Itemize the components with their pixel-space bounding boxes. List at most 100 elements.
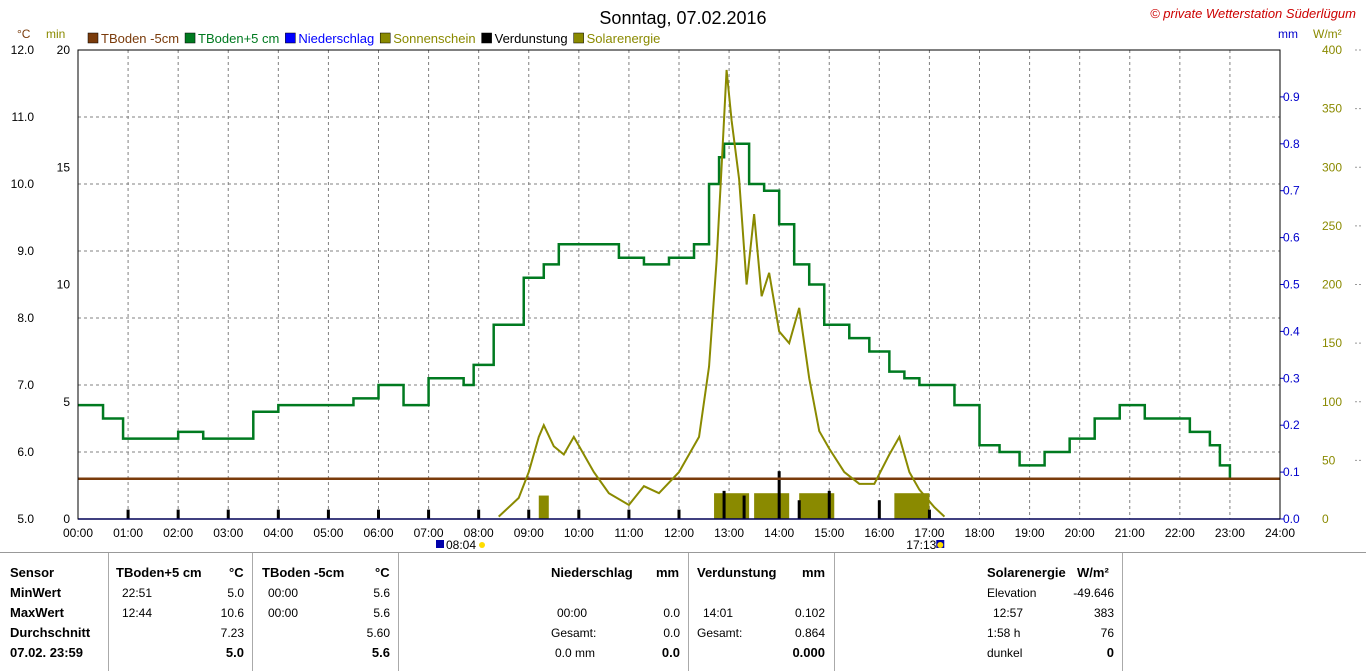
evaporation-bar-15: [797, 500, 801, 519]
x-tick-2: 02:00: [163, 526, 193, 540]
sunshine-bar-0: [538, 495, 549, 519]
sun-tick-0: 0: [63, 512, 70, 526]
sun-tick-3: 15: [57, 160, 71, 174]
legend-label-1: TBoden+5 cm: [198, 31, 279, 46]
tbm5-max-time: 00:00: [268, 606, 299, 620]
evaporation-bar-6: [427, 509, 431, 519]
legend-swatch-3: [379, 32, 391, 44]
precip-tick-2: 0.2: [1283, 418, 1300, 432]
temp-tick-0: 5.0: [17, 512, 34, 526]
nied-current-label: 0.0 mm: [555, 646, 596, 660]
nied-max-time: 00:00: [557, 606, 588, 620]
x-tick-3: 03:00: [213, 526, 243, 540]
x-tick-12: 12:00: [664, 526, 694, 540]
solar-elev-label: Elevation: [987, 586, 1037, 600]
solar-tick-3: 150: [1322, 336, 1342, 350]
sunrise-icon: [436, 540, 445, 548]
x-tick-20: 20:00: [1065, 526, 1095, 540]
sun-tick-1: 5: [63, 395, 70, 409]
solar-tick-7: 350: [1322, 102, 1342, 116]
evaporation-bar-14: [777, 471, 781, 519]
tbm5-unit: °C: [375, 565, 390, 580]
x-tick-9: 09:00: [514, 526, 544, 540]
solar-tick-8: 400: [1322, 43, 1342, 57]
evaporation-bar-1: [176, 509, 180, 519]
credit-label: © private Wetterstation Süderlügum: [1150, 6, 1356, 21]
evaporation-bar-4: [326, 509, 330, 519]
nied-unit: mm: [656, 565, 680, 580]
solar-tick-4: 200: [1322, 278, 1342, 292]
solar-duration: 76: [1100, 626, 1114, 640]
evaporation-bar-13: [742, 495, 746, 519]
precip-tick-3: 0.3: [1283, 371, 1300, 385]
sun-unit-label: min: [46, 27, 65, 41]
tb5-current: 5.0: [225, 645, 244, 660]
temp-unit-label: °C: [17, 27, 31, 41]
current-time-label: 07.02. 23:59: [10, 645, 84, 660]
nied-gesamt: 0.0: [663, 626, 680, 640]
nied-header: Niederschlag: [551, 565, 633, 580]
sensor-header: Sensor: [10, 565, 55, 580]
evaporation-bar-7: [477, 509, 481, 519]
x-tick-6: 06:00: [363, 526, 393, 540]
series-solarenergie: [498, 69, 946, 518]
sunset-label: 17:13: [906, 538, 936, 552]
legend-label-3: Sonnenschein: [393, 31, 475, 46]
precip-tick-0: 0.0: [1283, 512, 1300, 526]
sunshine-bar-4: [894, 493, 930, 519]
precip-tick-1: 0.1: [1283, 465, 1300, 479]
x-tick-17: 17:00: [914, 526, 944, 540]
evaporation-bar-8: [527, 509, 531, 519]
precip-tick-9: 0.9: [1283, 90, 1300, 104]
x-tick-0: 00:00: [63, 526, 93, 540]
chart-bars: [126, 471, 931, 519]
precip-unit-label: mm: [1278, 27, 1298, 41]
solar-tick-6: 300: [1322, 160, 1342, 174]
verd-gesamt-label: Gesamt:: [697, 626, 743, 640]
x-tick-4: 04:00: [263, 526, 293, 540]
tb5-unit: °C: [229, 565, 244, 580]
x-tick-11: 11:00: [614, 526, 643, 540]
evaporation-bar-12: [722, 490, 726, 519]
tb5-avg: 7.23: [220, 626, 244, 640]
solar-dunkel-label: dunkel: [987, 646, 1023, 660]
tbm5-avg: 5.60: [366, 626, 390, 640]
legend-label-5: Solarenergie: [587, 31, 661, 46]
legend-label-0: TBoden -5cm: [101, 31, 179, 46]
tb5-min-time: 22:51: [122, 586, 153, 600]
solar-dunkel: 0: [1106, 645, 1114, 660]
legend-swatch-0: [87, 32, 99, 44]
sunrise-sun-dot: [479, 542, 486, 548]
solar-header: Solarenergie: [987, 565, 1066, 580]
verd-max-time: 14:01: [703, 606, 734, 620]
minwert-label: MinWert: [10, 585, 62, 600]
evaporation-bar-11: [677, 509, 681, 519]
x-tick-24: 24:00: [1265, 526, 1295, 540]
x-tick-22: 22:00: [1165, 526, 1195, 540]
precip-tick-8: 0.8: [1283, 137, 1300, 151]
nied-current: 0.0: [661, 645, 680, 660]
solar-tick-0: 0: [1322, 512, 1329, 526]
evaporation-bar-0: [126, 509, 130, 519]
x-tick-8: 08:00: [464, 526, 494, 540]
precip-tick-7: 0.7: [1283, 184, 1300, 198]
verd-header: Verdunstung: [697, 565, 777, 580]
plot-frame: [77, 49, 1281, 520]
evaporation-bar-9: [577, 509, 581, 519]
stats-table: Sensor MinWert MaxWert Durchschnitt 07.0…: [0, 552, 1366, 671]
x-tick-10: 10:00: [564, 526, 594, 540]
legend-label-4: Verdunstung: [495, 31, 568, 46]
precip-tick-6: 0.6: [1283, 231, 1300, 245]
legend-swatch-2: [285, 32, 296, 44]
x-tick-1: 01:00: [113, 526, 143, 540]
temp-tick-3: 8.0: [17, 311, 34, 325]
x-tick-14: 14:00: [764, 526, 794, 540]
solar-unit: W/m²: [1077, 565, 1109, 580]
chart-legend: TBoden -5cm TBoden+5 cm Niederschlag Sonnen…: [87, 31, 661, 46]
x-tick-23: 23:00: [1215, 526, 1245, 540]
legend-label-2: Niederschlag: [298, 31, 374, 46]
solar-unit-label: W/m²: [1313, 27, 1342, 41]
legend-swatch-5: [573, 32, 584, 44]
x-tick-15: 15:00: [814, 526, 844, 540]
solar-max: 383: [1093, 606, 1114, 620]
